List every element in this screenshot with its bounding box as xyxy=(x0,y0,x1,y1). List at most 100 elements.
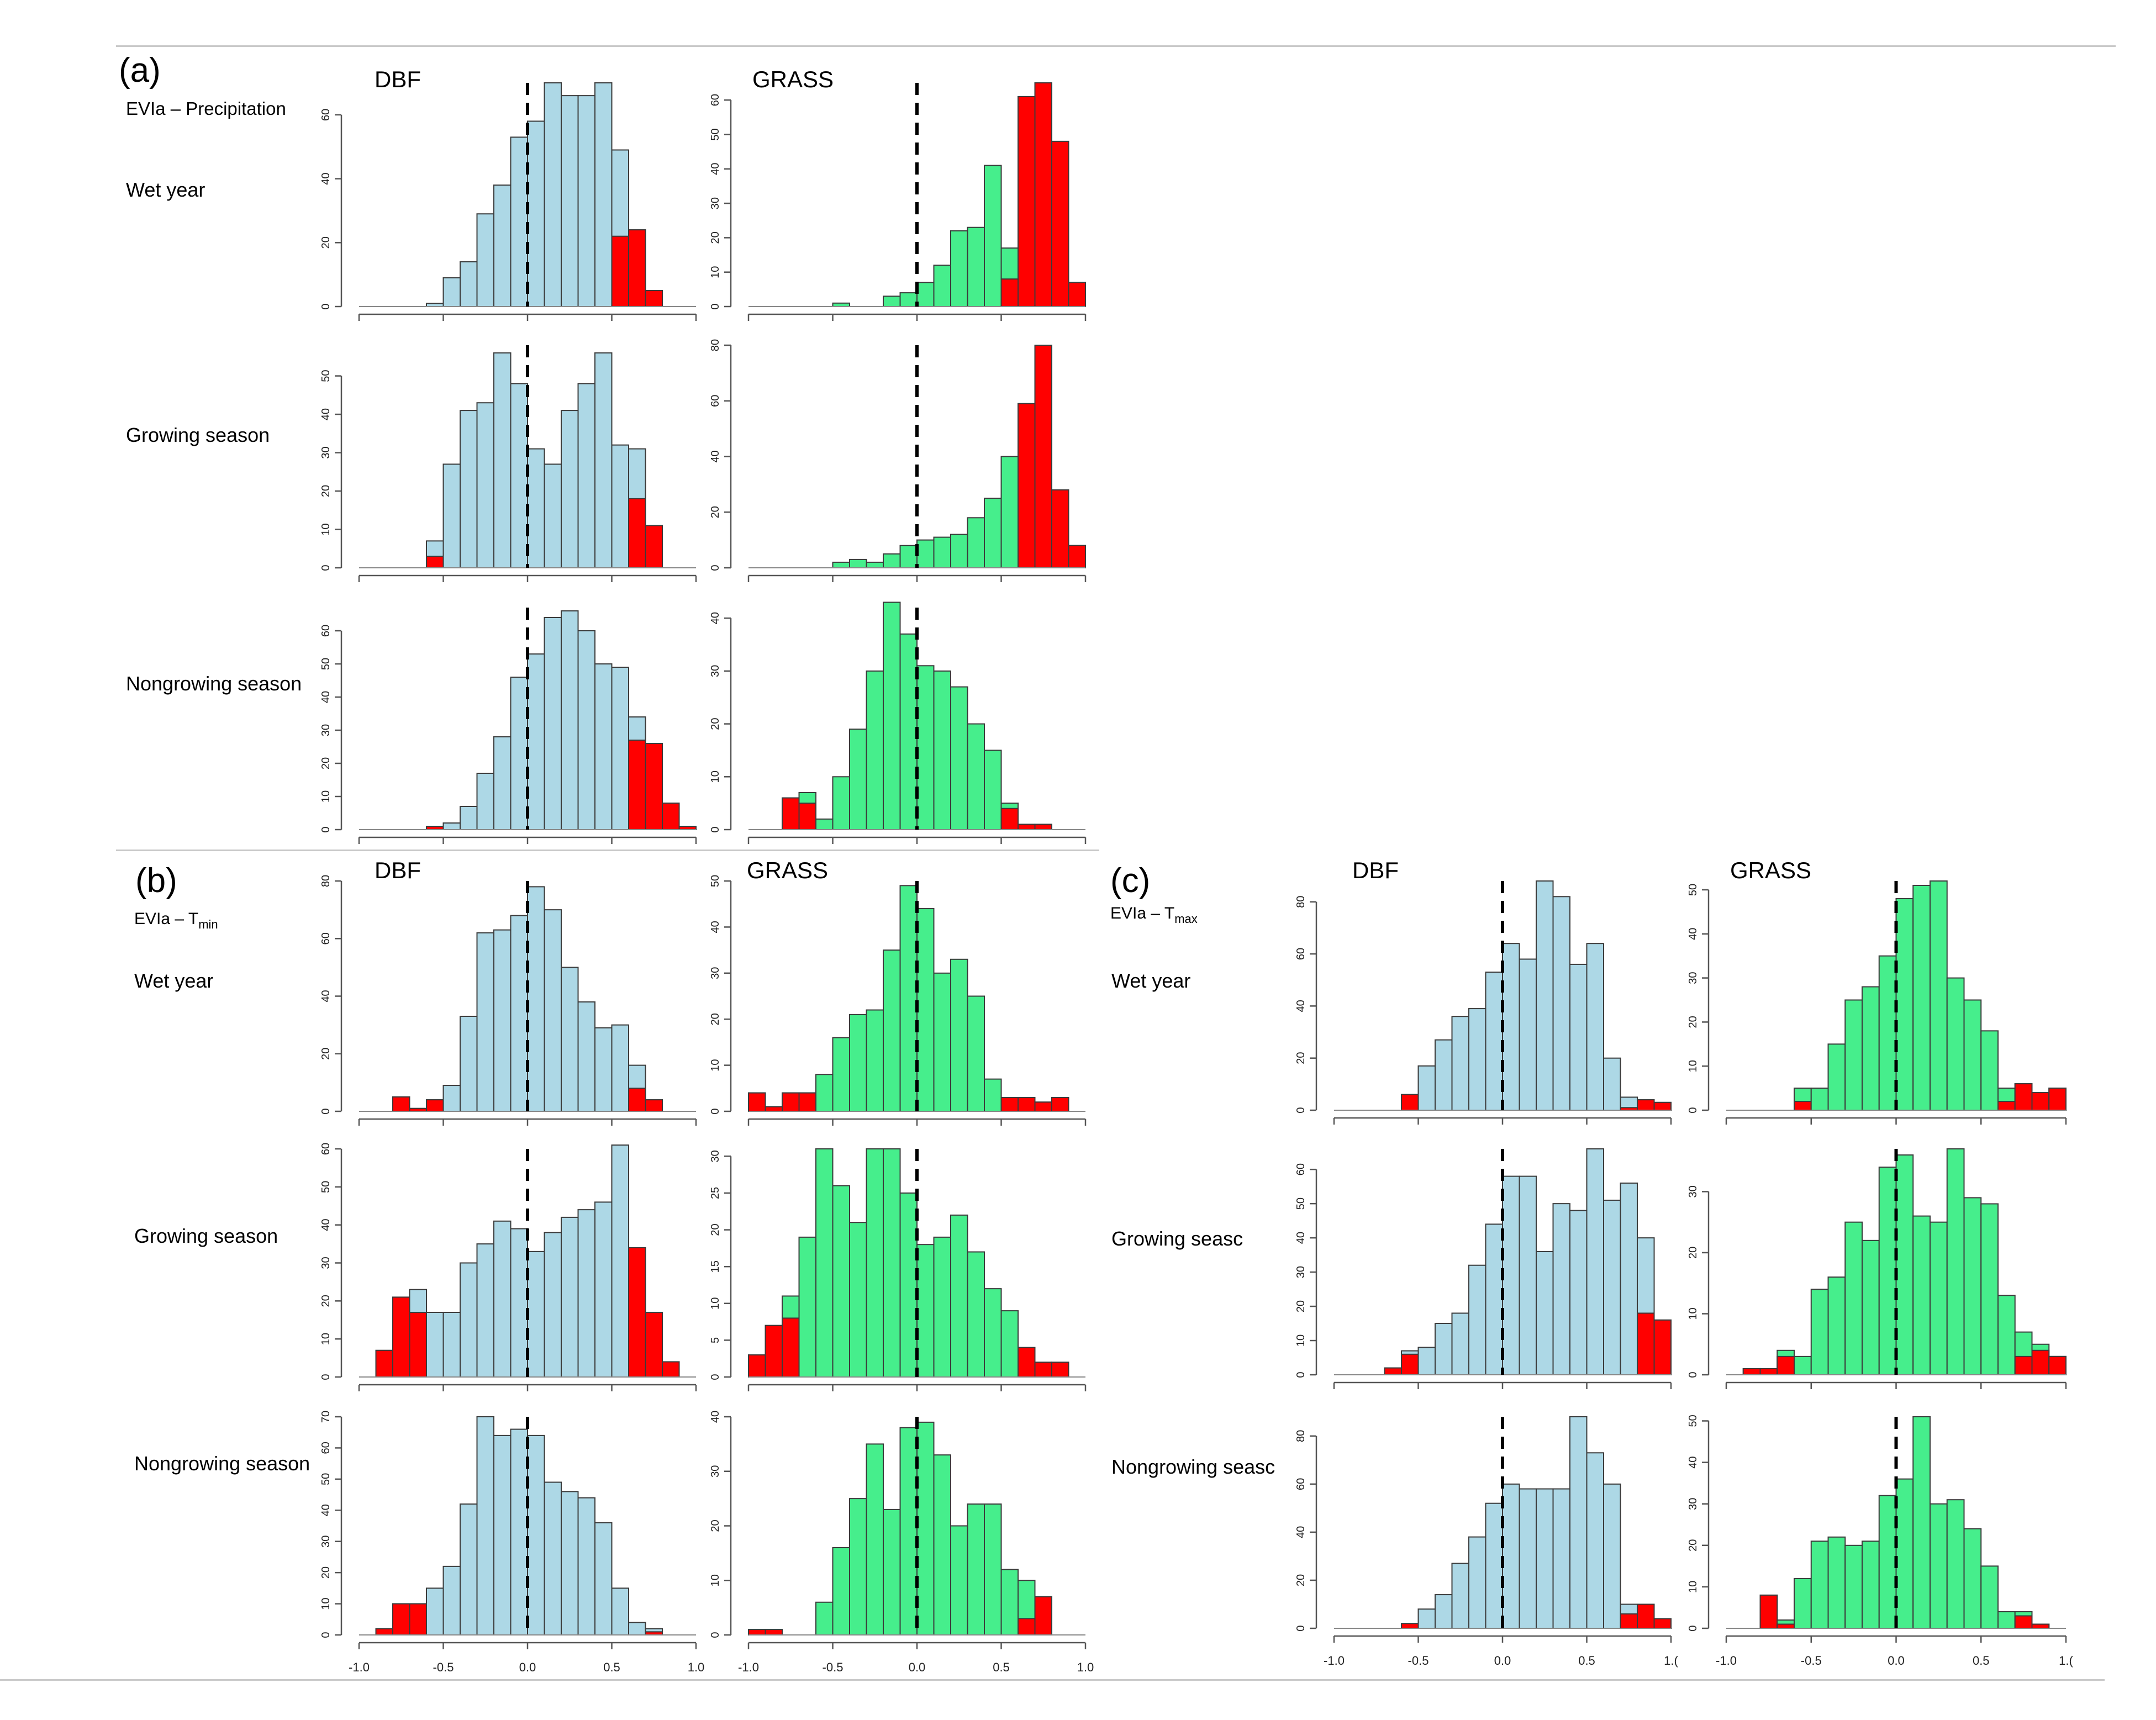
x-tick-label: -1.0 xyxy=(1324,1654,1345,1668)
y-tick-label: 60 xyxy=(320,109,332,121)
significant-bar xyxy=(662,1361,680,1378)
bar xyxy=(544,909,562,1112)
y-tick-label: 0 xyxy=(1295,1625,1307,1631)
y-tick-label: 10 xyxy=(1295,1334,1307,1347)
response-label-a: EVIa – Precipitation xyxy=(126,98,286,119)
bar xyxy=(527,1434,545,1636)
significant-bar xyxy=(1034,82,1052,307)
y-tick-label: 40 xyxy=(709,921,721,933)
y-tick-label: 0 xyxy=(1687,1107,1699,1113)
y-tick-label: 0 xyxy=(1687,1371,1699,1378)
bar xyxy=(984,1078,1002,1112)
y-tick-label: 60 xyxy=(709,395,721,407)
y-tick-label: 0 xyxy=(709,303,721,309)
y-tick-label: 70 xyxy=(320,1411,332,1423)
significant-bar xyxy=(392,1296,410,1378)
y-tick-label: 30 xyxy=(1687,972,1699,984)
col-label-b-grass: GRASS xyxy=(747,857,828,883)
col-label-c-dbf: DBF xyxy=(1352,857,1399,883)
histogram-a_dbf_non: 0 10 20 30 40 50 60 xyxy=(320,608,697,844)
significant-bar xyxy=(628,740,646,830)
significant-bar xyxy=(1034,1596,1052,1636)
histogram-b_grass_wet: 0 10 20 30 40 50 xyxy=(709,875,1087,1126)
x-tick-label: 1.0 xyxy=(688,1660,705,1674)
y-tick-label: 40 xyxy=(709,163,721,175)
bar xyxy=(1963,999,1982,1111)
y-tick-label: 30 xyxy=(320,1257,332,1269)
bar xyxy=(1997,1295,2016,1376)
bar xyxy=(476,402,494,568)
bar xyxy=(577,630,595,830)
significant-bar xyxy=(2048,1088,2067,1111)
significant-bar xyxy=(1637,1603,1655,1629)
x-tick-label: -0.5 xyxy=(823,1660,844,1674)
bar xyxy=(1603,1199,1621,1375)
significant-bar xyxy=(1051,1362,1069,1378)
histogram-b_dbf_grow: 0 10 20 30 40 50 60 xyxy=(320,1143,697,1391)
bar xyxy=(899,885,918,1112)
bar xyxy=(1878,1167,1897,1375)
histogram-c_grass_wet: 0 10 20 30 40 50 xyxy=(1687,880,2067,1125)
bar xyxy=(984,1288,1002,1378)
y-tick-label: 40 xyxy=(320,1219,332,1231)
significant-bar xyxy=(782,1317,800,1378)
bar xyxy=(426,1587,444,1636)
y-tick-label: 60 xyxy=(1295,1478,1307,1490)
bar xyxy=(984,750,1002,831)
significant-bar xyxy=(645,290,663,308)
significant-bar xyxy=(1018,824,1036,831)
histogram-b_grass_non: -1.0 -0.5 0.0 0.5 1.0 0 10 20 30 40 xyxy=(709,1411,1094,1674)
bar xyxy=(561,967,579,1112)
bar xyxy=(899,633,918,830)
significant-bar xyxy=(628,1088,646,1112)
bar xyxy=(866,670,884,830)
row-label-a-wet: Wet year xyxy=(126,178,205,201)
y-tick-label: 50 xyxy=(320,370,332,382)
significant-bar xyxy=(1018,1618,1036,1636)
y-tick-label: 30 xyxy=(1295,1266,1307,1278)
bar xyxy=(544,82,562,307)
bar xyxy=(561,410,579,568)
y-tick-label: 20 xyxy=(709,231,721,244)
bar xyxy=(1603,1057,1621,1111)
y-tick-label: 0 xyxy=(709,564,721,571)
bar xyxy=(1435,1323,1453,1376)
y-tick-label: 50 xyxy=(709,875,721,887)
y-tick-label: 40 xyxy=(1295,1526,1307,1538)
bar xyxy=(967,226,985,307)
bar xyxy=(544,1481,562,1635)
bar xyxy=(1485,1502,1503,1629)
significant-bar xyxy=(1034,1101,1052,1112)
bar xyxy=(832,1547,850,1635)
bar xyxy=(883,1148,901,1378)
histogram-c_dbf_non: -1.0 -0.5 0.0 0.5 1.(0 20 40 60 80 xyxy=(1295,1416,1679,1668)
bar xyxy=(1485,1223,1503,1376)
bar xyxy=(1536,880,1554,1111)
bar xyxy=(1519,958,1537,1111)
significant-bar xyxy=(1653,1319,1672,1376)
significant-bar xyxy=(1018,1096,1036,1112)
row-label-b-non: Nongrowing season xyxy=(134,1452,310,1475)
y-tick-label: 40 xyxy=(320,172,332,184)
bar xyxy=(883,602,901,831)
y-tick-label: 0 xyxy=(1295,1107,1307,1113)
significant-bar xyxy=(392,1603,410,1636)
bar xyxy=(476,1416,494,1635)
significant-bar xyxy=(1034,1362,1052,1378)
significant-bar xyxy=(426,556,444,568)
bar xyxy=(1844,1544,1863,1629)
bar xyxy=(442,463,461,569)
bar xyxy=(527,1251,545,1378)
bar xyxy=(1862,1540,1880,1629)
bar xyxy=(1552,1203,1570,1375)
response-label-c: EVIa – Tmax xyxy=(1110,904,1198,926)
bar xyxy=(866,1443,884,1636)
bar xyxy=(950,1214,968,1378)
histogram-c_dbf_wet: 0 20 40 60 80 xyxy=(1295,880,1672,1125)
response-label-b-sub: min xyxy=(198,917,218,931)
bar xyxy=(1895,1478,1914,1629)
bar xyxy=(849,1014,867,1112)
y-tick-label: 40 xyxy=(1687,1456,1699,1468)
bar xyxy=(1946,977,1965,1111)
bar xyxy=(1963,1197,1982,1375)
